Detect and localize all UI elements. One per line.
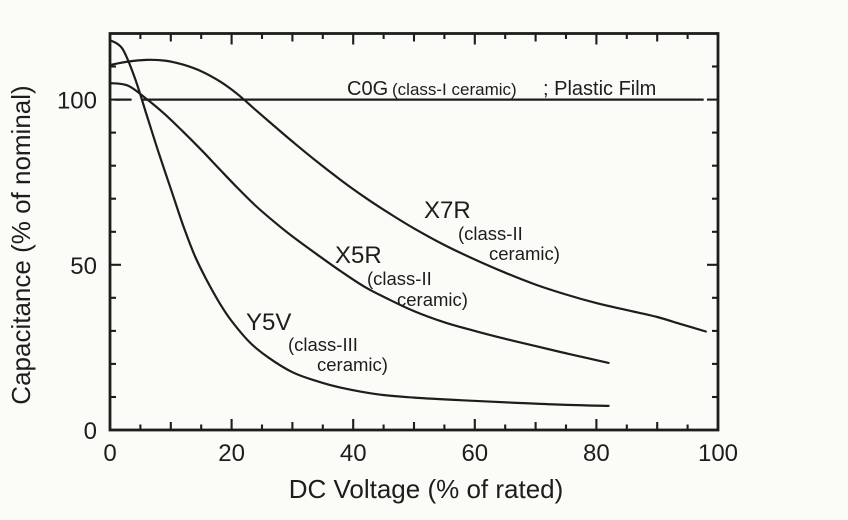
x-tick-label: 20 <box>218 440 245 467</box>
annotation-x5r: X5R <box>335 242 382 269</box>
annotation-c0g: C0G <box>347 78 388 100</box>
curve-x7r-class-ii-ceramic <box>108 58 707 333</box>
tick-labels: 0 20 40 60 80 100 0 50 100 <box>57 88 738 467</box>
annotation-class-i-ceramic: (class-I ceramic) <box>392 80 517 99</box>
x-tick-label: 0 <box>103 440 116 467</box>
annotation-class-ii: (class-II <box>367 268 432 289</box>
annotation-x7r: X7R <box>424 197 471 224</box>
annotation-ceramic: ceramic) <box>397 289 468 310</box>
annotation-plastic-film: ; Plastic Film <box>543 78 656 100</box>
y-tick-label: 50 <box>70 253 97 280</box>
curve-y5v-class-iii-ceramic <box>108 39 610 407</box>
annotation-y5v: Y5V <box>246 309 291 336</box>
x-axis-title: DC Voltage (% of rated) <box>289 474 564 504</box>
y-axis-title: Capacitance (% of nominal) <box>6 85 36 404</box>
curve-annotations: C0G (class-I ceramic); Plastic FilmX7R(cl… <box>246 78 656 375</box>
y-tick-label: 100 <box>57 88 97 115</box>
x-tick-label: 60 <box>461 440 488 467</box>
annotation-ceramic: ceramic) <box>489 243 560 264</box>
y-tick-label: 0 <box>84 418 97 445</box>
annotation-class-ii: (class-II <box>458 223 523 244</box>
annotation-ceramic: ceramic) <box>317 354 388 375</box>
x-tick-label: 100 <box>698 440 738 467</box>
x-tick-label: 40 <box>340 440 367 467</box>
axis-ticks <box>110 33 718 430</box>
curve-x5r-class-ii-ceramic <box>108 82 610 364</box>
annotation-class-iii: (class-III <box>288 334 358 355</box>
x-tick-label: 80 <box>583 440 610 467</box>
